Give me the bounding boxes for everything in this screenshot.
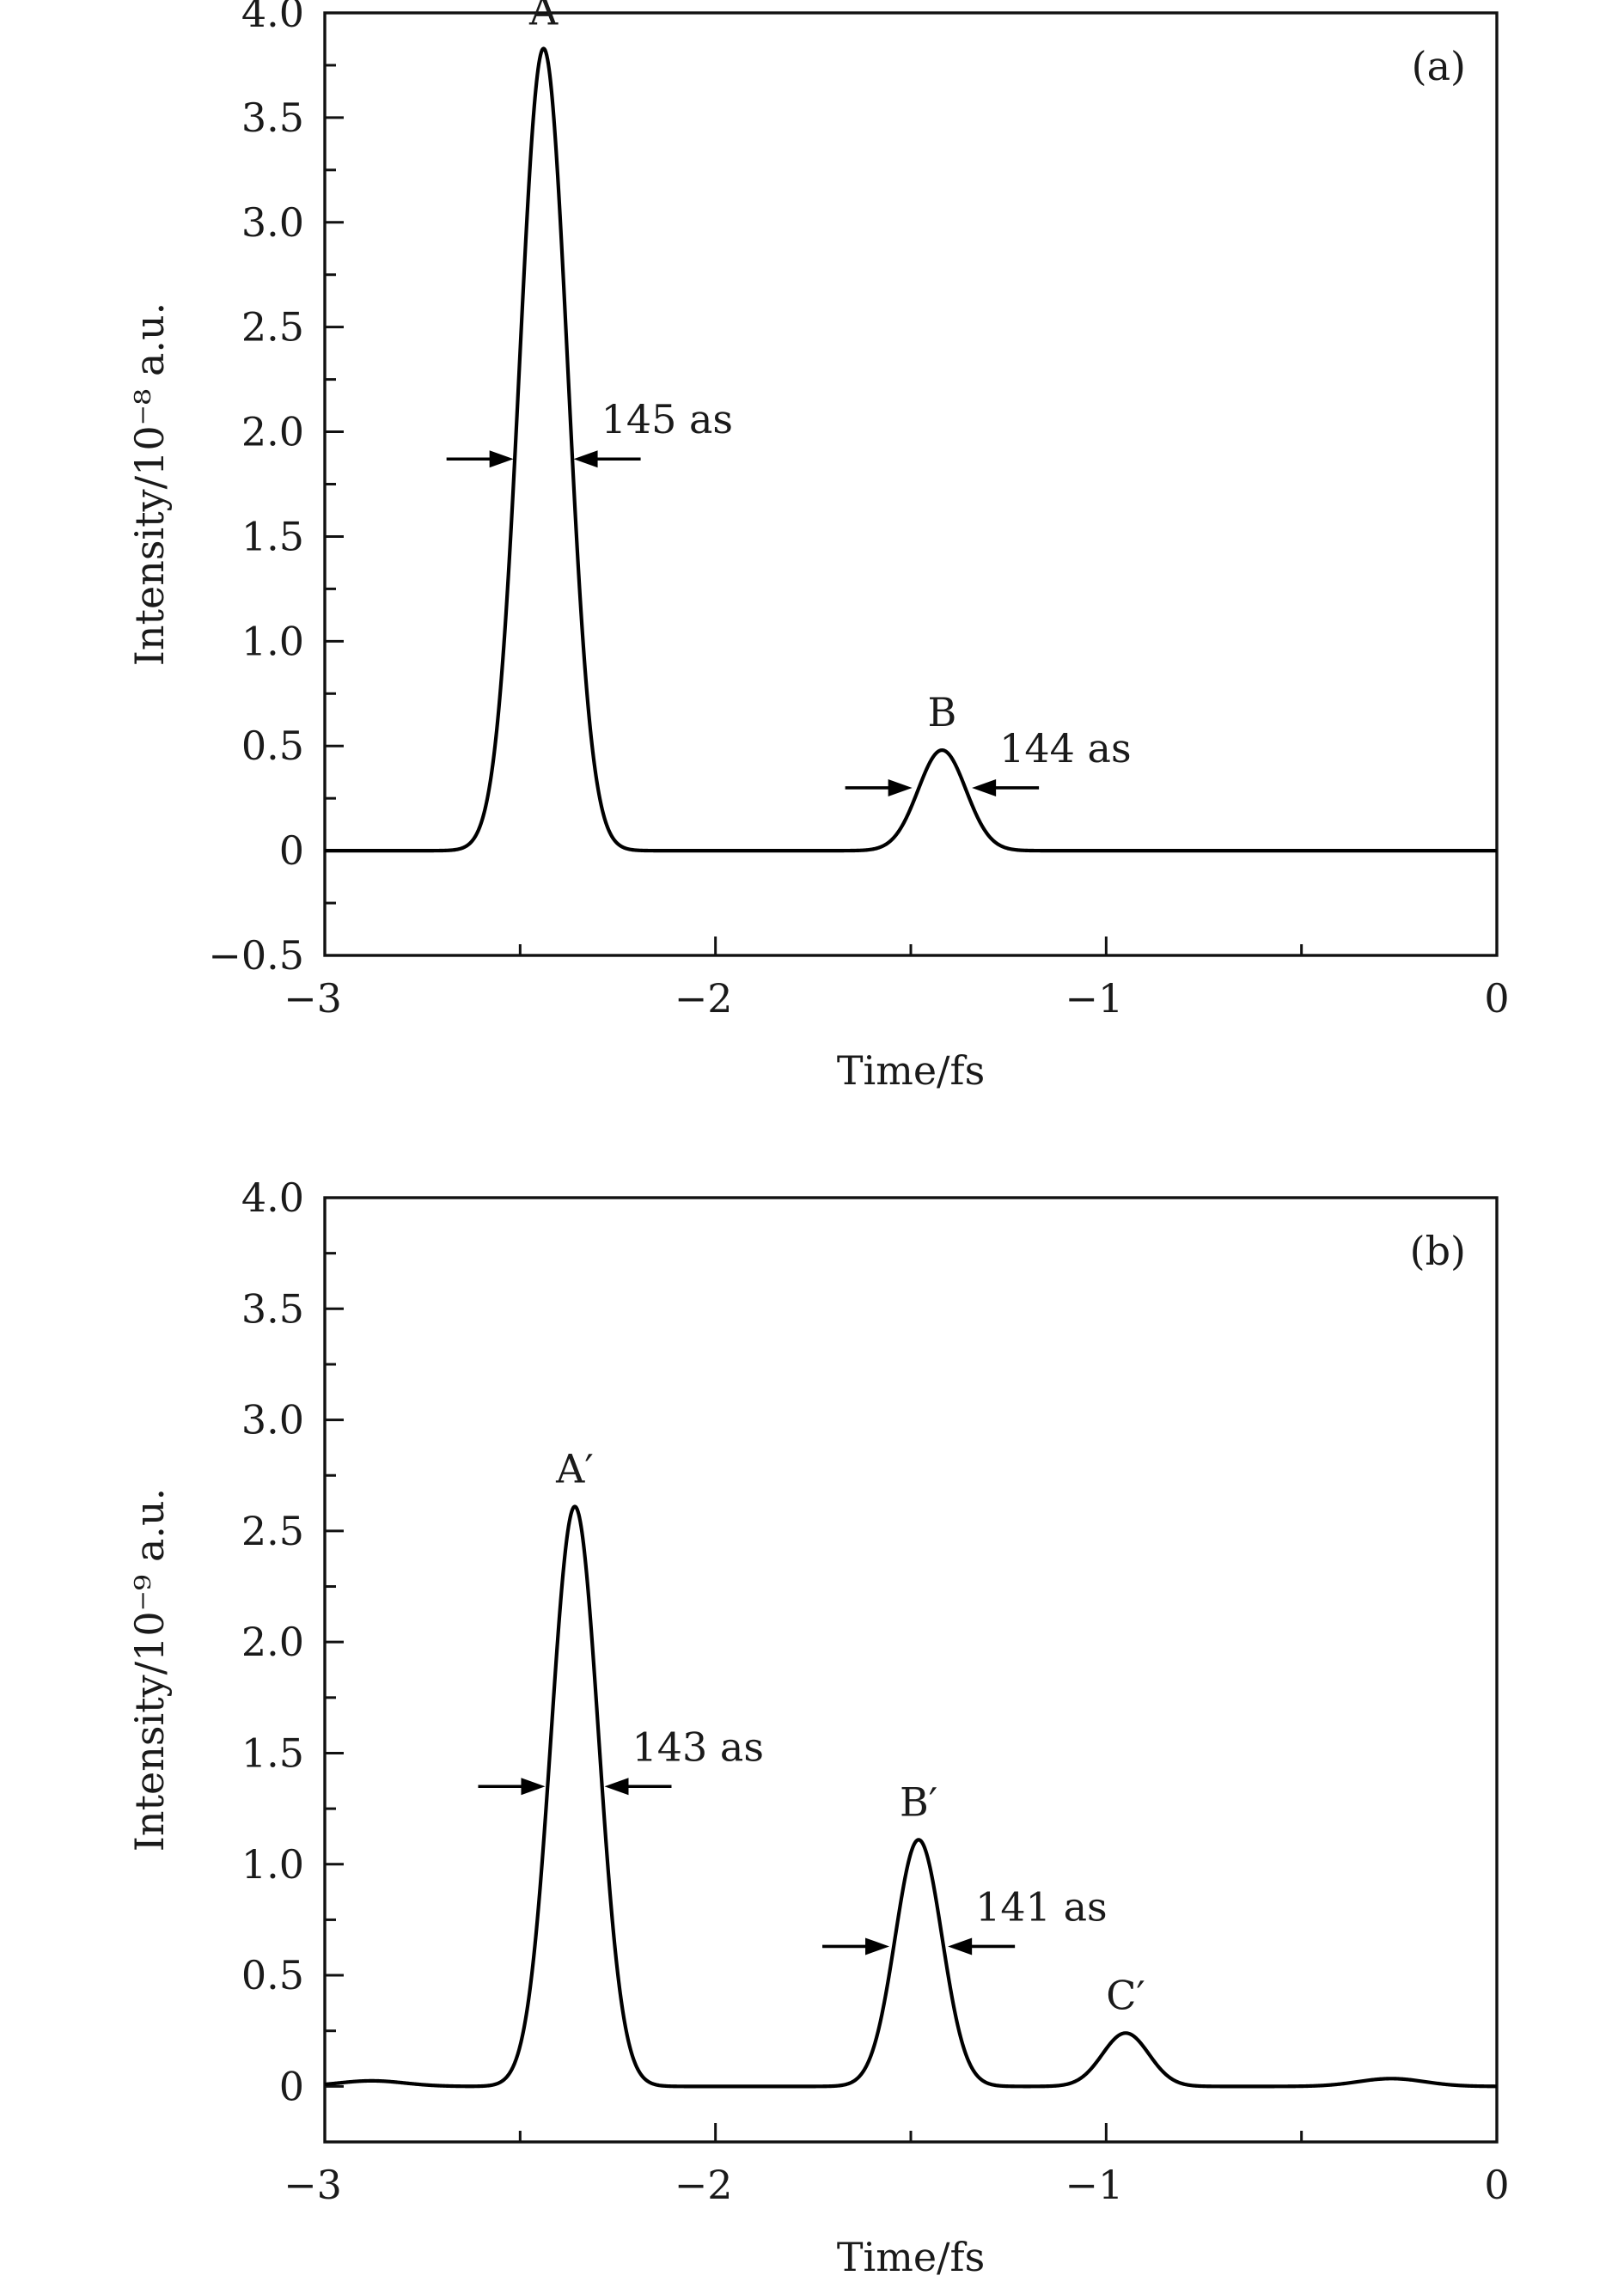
arrowhead	[948, 1937, 973, 1955]
arrowhead	[489, 450, 514, 468]
fwhm-label: 141 as	[975, 1883, 1107, 1930]
x-axis-title: Time/fs	[837, 1047, 985, 1094]
peak-label: C′	[1106, 1972, 1145, 2018]
x-tick-label: −1	[1065, 975, 1123, 1022]
y-tick-label: 0	[279, 827, 304, 874]
y-tick-label: 2.0	[241, 1619, 304, 1665]
panel-tag: (a)	[1412, 43, 1466, 89]
y-tick-label: 1.0	[241, 618, 304, 664]
peak-label: B	[927, 689, 956, 735]
y-tick-label: 2.5	[241, 304, 304, 351]
plot-frame	[323, 11, 1499, 957]
fwhm-label: 143 as	[632, 1724, 763, 1770]
y-tick-label: 0	[279, 2063, 304, 2109]
y-tick-label: 4.0	[241, 1174, 304, 1221]
y-tick-label: 0.5	[241, 1952, 304, 1998]
y-tick-label: 0.5	[241, 723, 304, 769]
intensity-curve	[323, 1504, 1499, 2089]
y-axis-title: Intensity/10⁻⁸ a.u.	[126, 302, 173, 667]
y-tick-label: 2.0	[241, 409, 304, 455]
arrowhead	[521, 1778, 546, 1796]
fwhm-label: 144 as	[999, 725, 1131, 772]
x-tick-label: 0	[1484, 2162, 1509, 2208]
intensity-curve	[323, 46, 1499, 853]
panel-b: −3 −2 −1 0 0 0.5 1.0 1.5 2.0 2.5 3.0 3.5 4.0 Time/fs I…	[126, 1174, 1510, 2280]
arrowhead	[604, 1778, 629, 1796]
y-tick-label: −0.5	[208, 932, 304, 979]
y-tick-label: 2.5	[241, 1508, 304, 1554]
x-tick-label: −3	[284, 2162, 342, 2208]
peak-label: A′	[555, 1445, 594, 1492]
panel-tag: (b)	[1410, 1228, 1466, 1274]
x-tick-label: 0	[1484, 975, 1509, 1022]
plot-frame	[323, 1196, 1499, 2144]
x-axis-title: Time/fs	[837, 2234, 985, 2280]
y-tick-label: 1.5	[241, 513, 304, 559]
y-tick-label: 3.0	[241, 1397, 304, 1443]
x-tick-label: −2	[675, 2162, 733, 2208]
y-tick-label: 3.5	[241, 95, 304, 141]
x-tick-label: −1	[1065, 2162, 1123, 2208]
y-tick-label: 1.5	[241, 1730, 304, 1776]
fwhm-label: 145 as	[601, 396, 733, 442]
arrowhead	[888, 778, 913, 796]
x-tick-label: −2	[675, 975, 733, 1022]
y-tick-label: 1.0	[241, 1841, 304, 1888]
x-tick-label: −3	[284, 975, 342, 1022]
y-tick-label: 4.0	[241, 0, 304, 36]
arrowhead	[865, 1937, 890, 1955]
peak-label: A	[528, 0, 559, 34]
arrowhead	[573, 450, 598, 468]
y-tick-label: 3.5	[241, 1285, 304, 1332]
peak-label: B′	[900, 1778, 937, 1825]
arrowhead	[972, 778, 997, 796]
panel-a: −3 −2 −1 0 −0.5 0 0.5 1.0 1.5 2.0 2.5 3.0 3.5 4.0 Time…	[126, 0, 1510, 1094]
y-tick-label: 3.0	[241, 199, 304, 246]
y-axis-title: Intensity/10⁻⁹ a.u.	[126, 1488, 173, 1852]
